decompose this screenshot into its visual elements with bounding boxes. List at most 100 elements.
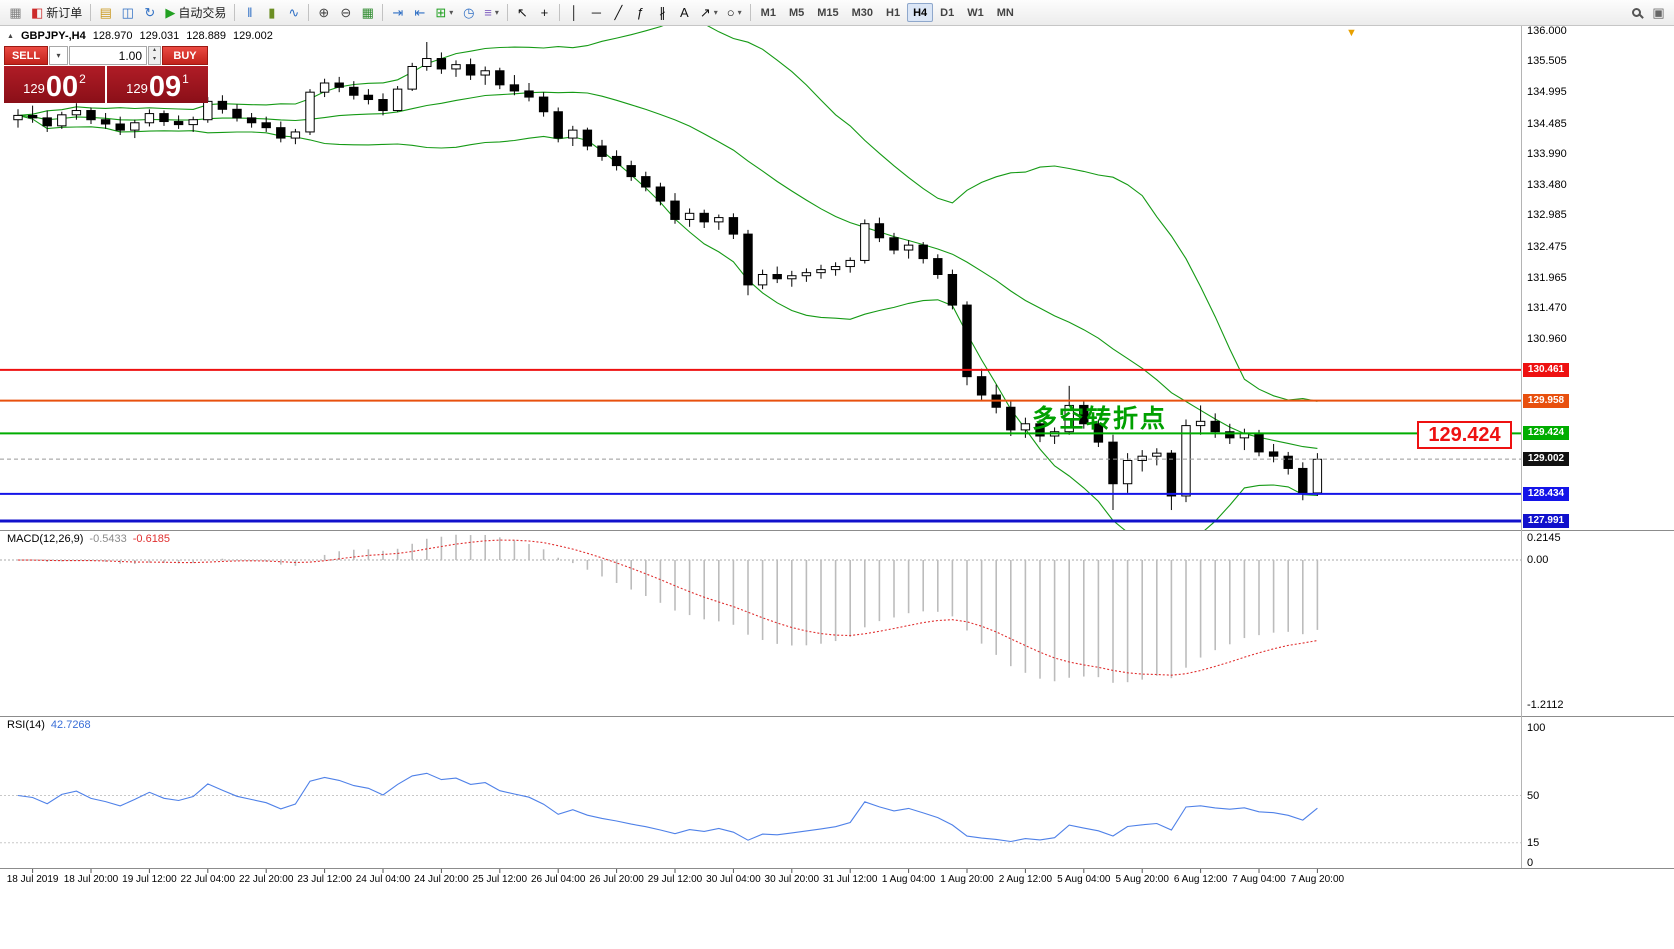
line-chart-icon-glyph: ∿ <box>288 5 300 20</box>
text-icon[interactable]: A <box>674 2 695 23</box>
horizontal-line-icon[interactable]: ─ <box>586 2 607 23</box>
chart-shift-icon-glyph: ⇤ <box>414 5 426 20</box>
timeframe-m5-label: M5 <box>788 6 805 19</box>
volume-down-icon[interactable]: ▾ <box>152 55 156 62</box>
auto-scroll-icon-glyph: ⇥ <box>392 5 404 20</box>
market-watch-icon[interactable]: ◫ <box>117 2 138 23</box>
trendline-icon-glyph: ╱ <box>614 5 623 20</box>
rsi-label: RSI(14) <box>7 719 45 731</box>
new-chart-button-caret: ▾ <box>449 8 454 17</box>
toolbar-separator <box>234 4 236 21</box>
candlestick-chart-icon-glyph: ▮ <box>268 5 276 20</box>
volume-input[interactable]: 1.00 <box>69 46 147 65</box>
clock-icon[interactable]: ◷ <box>458 2 479 23</box>
toolbar-separator <box>90 4 92 21</box>
macd-signal-value: -0.6185 <box>132 533 171 545</box>
new-chart-button[interactable]: ⊞ ▾ <box>431 2 457 23</box>
fibonacci-icon-glyph: ƒ <box>636 5 644 20</box>
indicators-button[interactable]: ≡ ▾ <box>480 2 503 23</box>
channel-icon[interactable]: ∦ <box>652 2 673 23</box>
timeframe-w1[interactable]: W1 <box>961 3 990 22</box>
symbol-open: 128.970 <box>92 30 133 42</box>
auto-trading-button-glyph: ▶ <box>165 5 176 20</box>
timeframe-m1[interactable]: M1 <box>755 3 782 22</box>
sell-price-point: 2 <box>79 72 86 86</box>
volume-spinner[interactable]: ▴ ▾ <box>148 46 161 65</box>
timeframe-h1[interactable]: H1 <box>880 3 906 22</box>
symbol-low: 128.889 <box>186 30 227 42</box>
timeframe-d1-label: D1 <box>940 6 955 19</box>
panels-icon[interactable]: ▣ <box>1648 2 1669 23</box>
sell-price-display[interactable]: 129 00 2 <box>4 66 105 103</box>
shapes-button-glyph: ○ <box>726 5 735 20</box>
tile-windows-icon[interactable]: ▦ <box>357 2 378 23</box>
crosshair-icon-glyph: + <box>540 5 549 20</box>
price-alert-label: 129.424 <box>1417 421 1512 449</box>
auto-trading-button[interactable]: ▶ 自动交易 <box>161 2 230 23</box>
timeframe-mn-label: MN <box>996 6 1014 19</box>
crosshair-icon[interactable]: + <box>534 2 555 23</box>
arrows-button[interactable]: ↗ ▾ <box>696 2 722 23</box>
zoom-out-icon[interactable]: ⊖ <box>335 2 356 23</box>
tile-windows-icon-glyph: ▦ <box>361 5 374 20</box>
fibonacci-icon[interactable]: ƒ <box>630 2 651 23</box>
text-icon-glyph: A <box>680 5 689 20</box>
buy-price-point: 1 <box>182 72 189 86</box>
indicators-button-caret: ▾ <box>494 8 499 17</box>
bar-chart-icon-glyph: ‖ <box>247 5 253 20</box>
sell-button[interactable]: SELL <box>4 46 48 65</box>
timeframe-m30[interactable]: M30 <box>846 3 879 22</box>
toolbar-separator <box>382 4 384 21</box>
timeframe-m5[interactable]: M5 <box>783 3 810 22</box>
timeframe-mn[interactable]: MN <box>991 3 1020 22</box>
macd-label: MACD(12,26,9) <box>7 533 84 545</box>
macd-value: -0.5433 <box>89 533 127 545</box>
buy-button[interactable]: BUY <box>162 46 208 65</box>
symbol-name: GBPJPY-,H4 <box>20 30 86 42</box>
candlestick-chart-icon[interactable]: ▮ <box>261 2 282 23</box>
symbol-high: 129.031 <box>139 30 180 42</box>
panels-icon-glyph: ▣ <box>1652 5 1665 20</box>
new-order-button[interactable]: ◧ 新订单 <box>27 2 86 23</box>
new-order-button-glyph: ◧ <box>31 5 44 20</box>
timeframe-h4[interactable]: H4 <box>907 3 934 22</box>
order-type-dropdown[interactable]: ▾ <box>49 46 68 65</box>
bar-chart-icon[interactable]: ‖ <box>239 2 260 23</box>
search-icon[interactable] <box>1626 2 1647 23</box>
timeframe-h1-label: H1 <box>886 6 901 19</box>
toolbar: ▦ ◧ 新订单 ▤ ◫ ↻ ▶ 自动交易 ‖ ▮ ∿ ⊕ ⊖ ▦ ⇥ ⇤ ⊞ ▾ ◷ ≡ ▾ ↖ + │ ─ ╱ ƒ ∦ A ↗ ▾ ○ ▾ M1… <box>0 0 1674 26</box>
channel-icon-glyph: ∦ <box>659 5 666 20</box>
rsi-value: 42.7268 <box>50 719 91 731</box>
profiles-icon-glyph: ▤ <box>99 5 112 20</box>
refresh-icon[interactable]: ↻ <box>139 2 160 23</box>
buy-price-pips: 09 <box>148 71 182 103</box>
vertical-line-icon-glyph: │ <box>570 5 579 20</box>
chart-shift-icon[interactable]: ⇤ <box>409 2 430 23</box>
timeframe-h4-label: H4 <box>913 6 928 19</box>
auto-scroll-icon[interactable]: ⇥ <box>387 2 408 23</box>
cursor-icon-glyph: ↖ <box>516 5 528 20</box>
symbol-close: 129.002 <box>233 30 273 42</box>
timeframe-m1-label: M1 <box>760 6 776 19</box>
trade-prices-row: 129 00 2 129 09 1 <box>4 66 208 103</box>
cursor-icon[interactable]: ↖ <box>512 2 533 23</box>
sell-price-base: 129 <box>23 81 45 96</box>
shapes-button-caret: ▾ <box>737 8 742 17</box>
line-chart-icon[interactable]: ∿ <box>283 2 304 23</box>
zoom-in-icon[interactable]: ⊕ <box>313 2 334 23</box>
chart-shift-marker[interactable]: ▼ <box>1346 27 1357 39</box>
buy-price-display[interactable]: 129 09 1 <box>107 66 208 103</box>
zoom-in-icon-glyph: ⊕ <box>318 5 330 20</box>
toolbar-separator <box>506 4 508 21</box>
shapes-button[interactable]: ○ ▾ <box>723 2 746 23</box>
volume-up-icon[interactable]: ▴ <box>152 47 156 53</box>
vertical-line-icon[interactable]: │ <box>564 2 585 23</box>
timeframe-m15[interactable]: M15 <box>811 3 844 22</box>
new-chart-button-glyph: ⊞ <box>435 5 447 20</box>
sell-price-pips: 00 <box>45 71 79 103</box>
timeframe-d1[interactable]: D1 <box>934 3 960 22</box>
trendline-icon[interactable]: ╱ <box>608 2 629 23</box>
profiles-icon[interactable]: ▤ <box>95 2 116 23</box>
arrows-button-glyph: ↗ <box>699 5 711 20</box>
